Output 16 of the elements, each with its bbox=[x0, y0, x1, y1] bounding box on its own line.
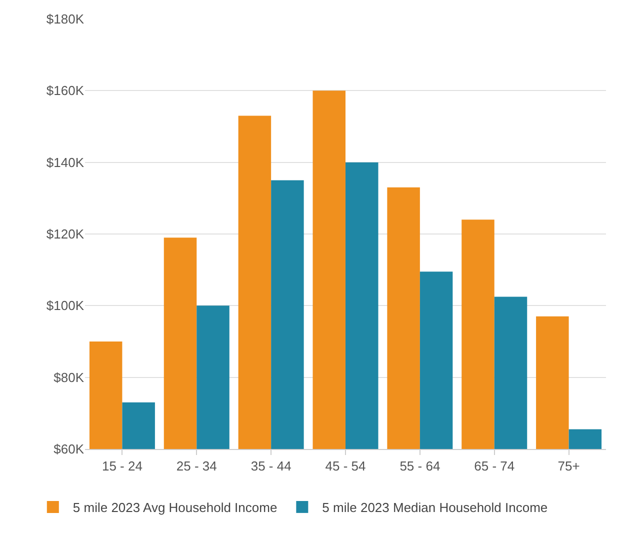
y-tick-label: $120K bbox=[46, 226, 84, 242]
x-tick-label: 65 - 74 bbox=[474, 458, 515, 474]
x-tick-label: 35 - 44 bbox=[250, 458, 292, 474]
y-tick-label: $160K bbox=[46, 83, 84, 98]
x-tick-label: 75+ bbox=[558, 458, 580, 474]
x-tick-label: 15 - 24 bbox=[102, 458, 142, 474]
legend-label: 5 mile 2023 Median Household Income bbox=[322, 500, 548, 516]
x-tick-label: 55 - 64 bbox=[400, 458, 440, 474]
legend-label: 5 mile 2023 Avg Household Income bbox=[72, 500, 278, 516]
x-tick-label: 45 - 54 bbox=[325, 458, 366, 474]
x-tick-label: 25 - 34 bbox=[176, 458, 217, 474]
y-tick-label: $60K bbox=[54, 442, 84, 457]
y-tick-label: $140K bbox=[46, 154, 84, 170]
y-tick-label: $180K bbox=[46, 12, 84, 27]
y-tick-label: $80K bbox=[54, 370, 84, 385]
y-tick-label: $100K bbox=[46, 298, 84, 314]
